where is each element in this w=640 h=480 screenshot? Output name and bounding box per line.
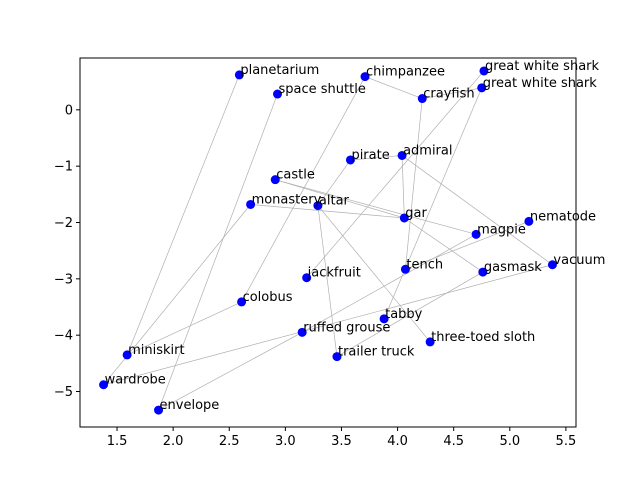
point-label: great white shark: [485, 59, 600, 74]
y-tick-label: −1: [54, 160, 73, 175]
edge-line: [103, 264, 553, 386]
point-label: jackfruit: [307, 266, 361, 281]
edge-line: [250, 204, 405, 219]
data-point: [237, 297, 247, 307]
point-label: pirate: [351, 148, 389, 163]
point-label: tench: [406, 257, 443, 272]
x-tick-label: 5.5: [556, 434, 577, 449]
point-label: miniskirt: [128, 343, 184, 358]
x-tick-label: 4.5: [443, 434, 464, 449]
y-axis: 0 −1 −2 −3 −4 −5: [54, 103, 80, 400]
data-point: [99, 380, 109, 390]
edges-layer: [103, 70, 553, 411]
point-label: three-toed sloth: [431, 330, 535, 345]
edge-line: [158, 93, 278, 411]
y-tick-label: 0: [65, 103, 73, 118]
data-point: [399, 213, 409, 223]
edge-line: [404, 217, 484, 273]
edge-line: [364, 76, 423, 99]
data-point: [471, 229, 481, 239]
data-point: [302, 273, 312, 283]
data-point: [234, 70, 244, 80]
point-label: ruffed grouse: [303, 320, 390, 335]
data-point: [417, 94, 427, 104]
x-tick-label: 2.0: [163, 434, 184, 449]
edge-line: [383, 87, 483, 319]
point-label: castle: [276, 168, 315, 183]
points-layer: [99, 66, 557, 415]
point-label: admiral: [403, 143, 452, 158]
edge-line: [241, 76, 366, 303]
data-point: [524, 216, 534, 226]
data-point: [313, 201, 323, 211]
data-point: [479, 66, 489, 76]
x-tick-label: 3.5: [331, 434, 352, 449]
edge-line: [350, 155, 403, 161]
point-label: crayfish: [423, 87, 474, 102]
point-label: great white shark: [483, 76, 598, 91]
edge-line: [336, 271, 484, 357]
edge-line: [275, 179, 477, 235]
data-point: [477, 83, 487, 93]
point-label: tabby: [385, 307, 423, 322]
x-tick-label: 1.5: [107, 434, 128, 449]
edge-line: [405, 221, 529, 270]
point-label: wardrobe: [105, 373, 166, 388]
y-tick-label: −4: [54, 329, 73, 344]
point-label: colobus: [243, 290, 293, 305]
edge-line: [401, 155, 405, 219]
point-label: planetarium: [240, 63, 319, 78]
data-point: [400, 264, 410, 274]
edge-line: [317, 159, 351, 206]
point-label: magpie: [477, 222, 526, 237]
data-point: [379, 314, 389, 324]
data-point: [154, 405, 164, 415]
data-point: [397, 150, 407, 160]
point-label: chimpanzee: [366, 65, 445, 80]
edge-line: [275, 179, 405, 219]
edge-line: [317, 205, 338, 357]
edge-line: [401, 155, 553, 266]
data-point: [332, 352, 342, 362]
point-label: trailer truck: [338, 345, 415, 360]
data-point: [345, 155, 355, 165]
data-point: [270, 175, 280, 185]
edge-line: [405, 98, 423, 270]
x-tick-label: 5.0: [499, 434, 520, 449]
y-tick-label: −2: [54, 216, 73, 231]
data-point: [478, 267, 488, 277]
data-point: [297, 327, 307, 337]
point-label: gasmask: [484, 260, 542, 275]
x-tick-label: 2.5: [219, 434, 240, 449]
point-label: envelope: [160, 398, 220, 413]
point-label: nematode: [530, 209, 596, 224]
edge-line: [306, 70, 485, 278]
point-label: space shuttle: [279, 82, 366, 97]
edge-line: [126, 301, 242, 356]
x-tick-label: 3.0: [275, 434, 296, 449]
data-point: [246, 199, 256, 209]
edge-line: [302, 234, 477, 333]
point-label: vacuum: [553, 253, 605, 268]
data-point: [547, 260, 557, 270]
edge-line: [158, 332, 303, 411]
edge-line: [126, 74, 240, 356]
edge-line: [422, 87, 482, 99]
point-label: altar: [319, 194, 350, 209]
y-tick-label: −5: [54, 385, 73, 400]
data-point: [122, 350, 132, 360]
y-tick-label: −3: [54, 272, 73, 287]
data-point: [273, 89, 283, 99]
point-label: gar: [405, 206, 427, 221]
point-label: monastery: [252, 192, 322, 207]
data-point: [360, 72, 370, 82]
plot-frame: [79, 57, 577, 428]
data-point: [425, 337, 435, 347]
x-tick-label: 4.0: [387, 434, 408, 449]
edge-line: [317, 205, 431, 343]
x-axis: 1.5 2.0 2.5 3.0 3.5 4.0 4.5 5.0 5.5: [107, 427, 577, 449]
